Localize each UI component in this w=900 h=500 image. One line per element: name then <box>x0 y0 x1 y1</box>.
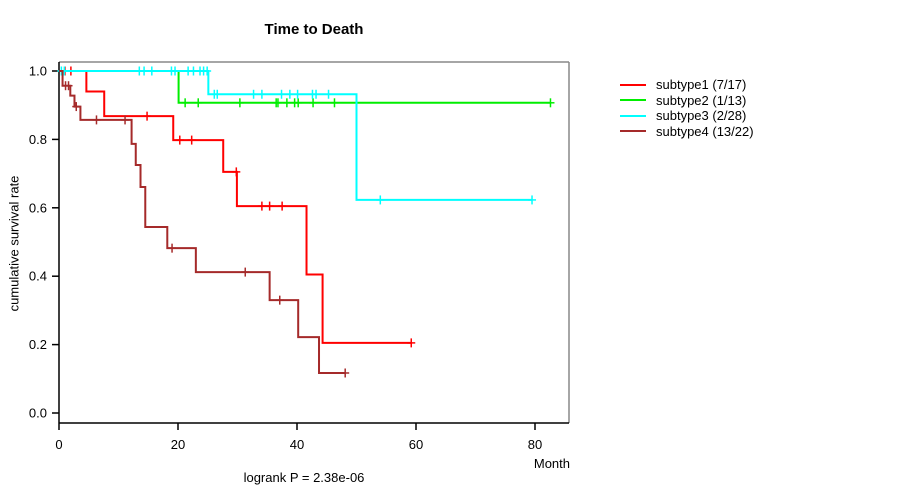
svg-text:0: 0 <box>55 437 62 452</box>
legend-item-subtype1: subtype1 (7/17) <box>620 77 754 93</box>
svg-text:40: 40 <box>290 437 304 452</box>
legend-item-label: subtype3 (2/28) <box>656 108 747 124</box>
legend-line-swatch <box>620 130 646 133</box>
svg-text:20: 20 <box>171 437 185 452</box>
svg-text:1.0: 1.0 <box>29 64 47 79</box>
legend-line-swatch <box>620 83 646 86</box>
svg-text:0.8: 0.8 <box>29 132 47 147</box>
legend-line-swatch <box>620 114 646 117</box>
svg-text:0.2: 0.2 <box>29 337 47 352</box>
svg-text:80: 80 <box>528 437 542 452</box>
legend-item-label: subtype2 (1/13) <box>656 92 747 108</box>
x-axis-label: Month <box>533 456 570 471</box>
legend-item-label: subtype4 (13/22) <box>656 123 754 139</box>
legend-line-swatch <box>620 99 646 102</box>
y-axis-label: cumulative survival rate <box>6 175 22 312</box>
legend: subtype1 (7/17) subtype2 (1/13) subtype3… <box>620 77 754 139</box>
svg-text:0.4: 0.4 <box>29 269 47 284</box>
legend-item-subtype4: subtype4 (13/22) <box>620 124 754 140</box>
legend-item-label: subtype1 (7/17) <box>656 77 747 93</box>
chart-title: Time to Death <box>264 21 364 38</box>
svg-text:0.6: 0.6 <box>29 200 47 215</box>
svg-text:0.0: 0.0 <box>29 406 47 421</box>
svg-text:60: 60 <box>409 437 423 452</box>
legend-item-subtype2: subtype2 (1/13) <box>620 93 754 109</box>
logrank-p-annotation: logrank P = 2.38e-06 <box>243 470 365 485</box>
legend-item-subtype3: subtype3 (2/28) <box>620 108 754 124</box>
